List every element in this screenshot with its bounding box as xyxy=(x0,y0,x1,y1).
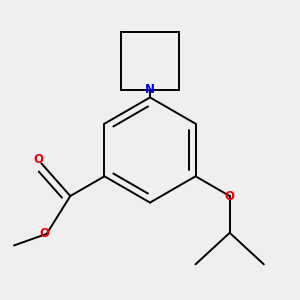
Text: O: O xyxy=(225,190,235,202)
Text: O: O xyxy=(39,227,49,240)
Text: N: N xyxy=(145,83,155,96)
Text: O: O xyxy=(34,153,44,166)
